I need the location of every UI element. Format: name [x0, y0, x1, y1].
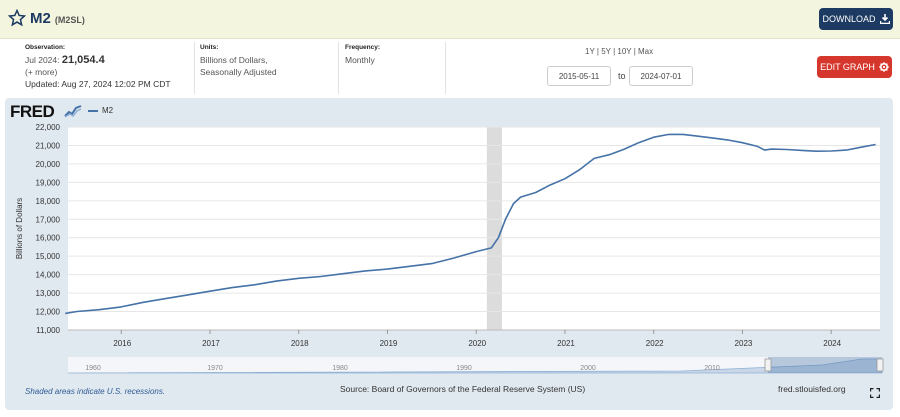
y-tick-label: 20,000 [36, 160, 61, 169]
legend-line-swatch [88, 109, 98, 112]
x-tick-label: 2020 [468, 339, 486, 348]
range-selector: 1Y | 5Y | 10Y | Max [585, 47, 653, 56]
updated-text: Updated: Aug 27, 2024 12:02 PM CDT [25, 79, 171, 89]
frequency-label: Frequency: [345, 44, 381, 51]
navigator-track [68, 357, 882, 373]
y-tick-label: 18,000 [36, 197, 61, 206]
y-tick-label: 14,000 [36, 271, 61, 280]
navigator-tick-label: 1990 [456, 365, 472, 372]
recession-band [486, 127, 502, 330]
frequency-value: Monthly [345, 55, 375, 65]
edit-graph-button[interactable]: EDIT GRAPH [817, 56, 892, 78]
units-line-1: Billions of Dollars, [200, 55, 268, 65]
meta-divider [445, 42, 446, 94]
date-from-input[interactable]: 2015-05-11 [547, 66, 611, 86]
y-tick-label: 21,000 [36, 141, 61, 150]
navigator-tick-label: 1970 [207, 365, 223, 372]
series-line-m2[interactable] [65, 133, 876, 315]
navigator-handle-right[interactable] [876, 358, 884, 372]
x-tick-label: 2016 [113, 339, 131, 348]
x-tick-label: 2019 [380, 339, 398, 348]
download-icon [879, 14, 890, 24]
source-text: Source: Board of Governors of the Federa… [340, 384, 586, 394]
star-icon[interactable] [8, 9, 26, 27]
plot-area [68, 127, 880, 330]
y-tick-label: 19,000 [36, 178, 61, 187]
meta-divider [194, 42, 195, 94]
y-tick-label: 12,000 [36, 308, 61, 317]
navigator-tick-label: 1960 [85, 365, 101, 372]
series-id: (M2SL) [54, 15, 85, 25]
series-title-text: M2 [30, 10, 51, 27]
download-label: DOWNLOAD [822, 14, 876, 24]
to-label: to [618, 71, 626, 81]
gear-icon [879, 62, 889, 72]
range-10y[interactable]: 10Y [617, 47, 632, 56]
fullscreen-icon[interactable] [870, 388, 880, 398]
navigator-tick-label: 1980 [332, 365, 348, 372]
chart-legend: M2 [88, 106, 113, 115]
y-tick-label: 11,000 [36, 326, 60, 335]
range-5y[interactable]: 5Y [601, 47, 611, 56]
observation-value: 21,054.4 [61, 54, 105, 66]
x-tick-label: 2021 [557, 339, 575, 348]
x-tick-label: 2017 [202, 339, 220, 348]
series-header: M2 (M2SL) DOWNLOAD [0, 0, 900, 39]
range-separator: | [633, 47, 636, 56]
meta-divider [338, 42, 339, 94]
edit-graph-label: EDIT GRAPH [820, 62, 875, 72]
range-max[interactable]: Max [638, 47, 654, 56]
frequency-block: Frequency: Monthly [345, 38, 380, 96]
observation-date: Jul 2024: [25, 55, 60, 65]
x-tick-label: 2023 [735, 339, 753, 348]
download-button[interactable]: DOWNLOAD [819, 8, 893, 30]
observation-label: Observation: [25, 44, 66, 51]
y-tick-label: 22,000 [36, 123, 61, 132]
series-title: M2 (M2SL) [30, 10, 85, 27]
x-tick-label: 2022 [646, 339, 664, 348]
y-tick-label: 15,000 [36, 252, 61, 261]
navigator-handle-left[interactable] [764, 358, 772, 372]
fred-logo[interactable]: FRED [10, 102, 55, 122]
navigator-tick-label: 2000 [580, 365, 596, 372]
site-link[interactable]: fred.stlouisfed.org [778, 384, 846, 394]
y-tick-label: 17,000 [36, 215, 61, 224]
y-axis-title: Billions of Dollars [15, 198, 24, 259]
legend-entry: M2 [102, 106, 114, 115]
y-tick-label: 16,000 [36, 234, 61, 243]
date-to-input[interactable]: 2024-07-01 [629, 66, 693, 86]
navigator-series-area [67, 358, 883, 374]
x-tick-label: 2024 [823, 339, 841, 348]
fred-logo-chart-icon [64, 104, 82, 118]
observation-block: Observation: Jul 2024: 21,054.4 (+ more)… [25, 38, 171, 96]
more-link[interactable]: (+ more) [25, 67, 58, 77]
units-block: Units: Billions of Dollars, Seasonally A… [200, 38, 277, 96]
y-tick-label: 13,000 [36, 289, 61, 298]
fred-logo-text: FRED [10, 102, 55, 121]
units-label: Units: [200, 44, 219, 51]
range-1y[interactable]: 1Y [585, 47, 595, 56]
recession-note: Shaded areas indicate U.S. recessions. [25, 387, 166, 396]
range-separator: | [613, 47, 616, 56]
units-line-2: Seasonally Adjusted [200, 67, 277, 77]
navigator-tick-label: 2010 [704, 365, 720, 372]
navigator-selection[interactable] [768, 357, 882, 373]
range-separator: | [596, 47, 599, 56]
x-tick-label: 2018 [291, 339, 309, 348]
